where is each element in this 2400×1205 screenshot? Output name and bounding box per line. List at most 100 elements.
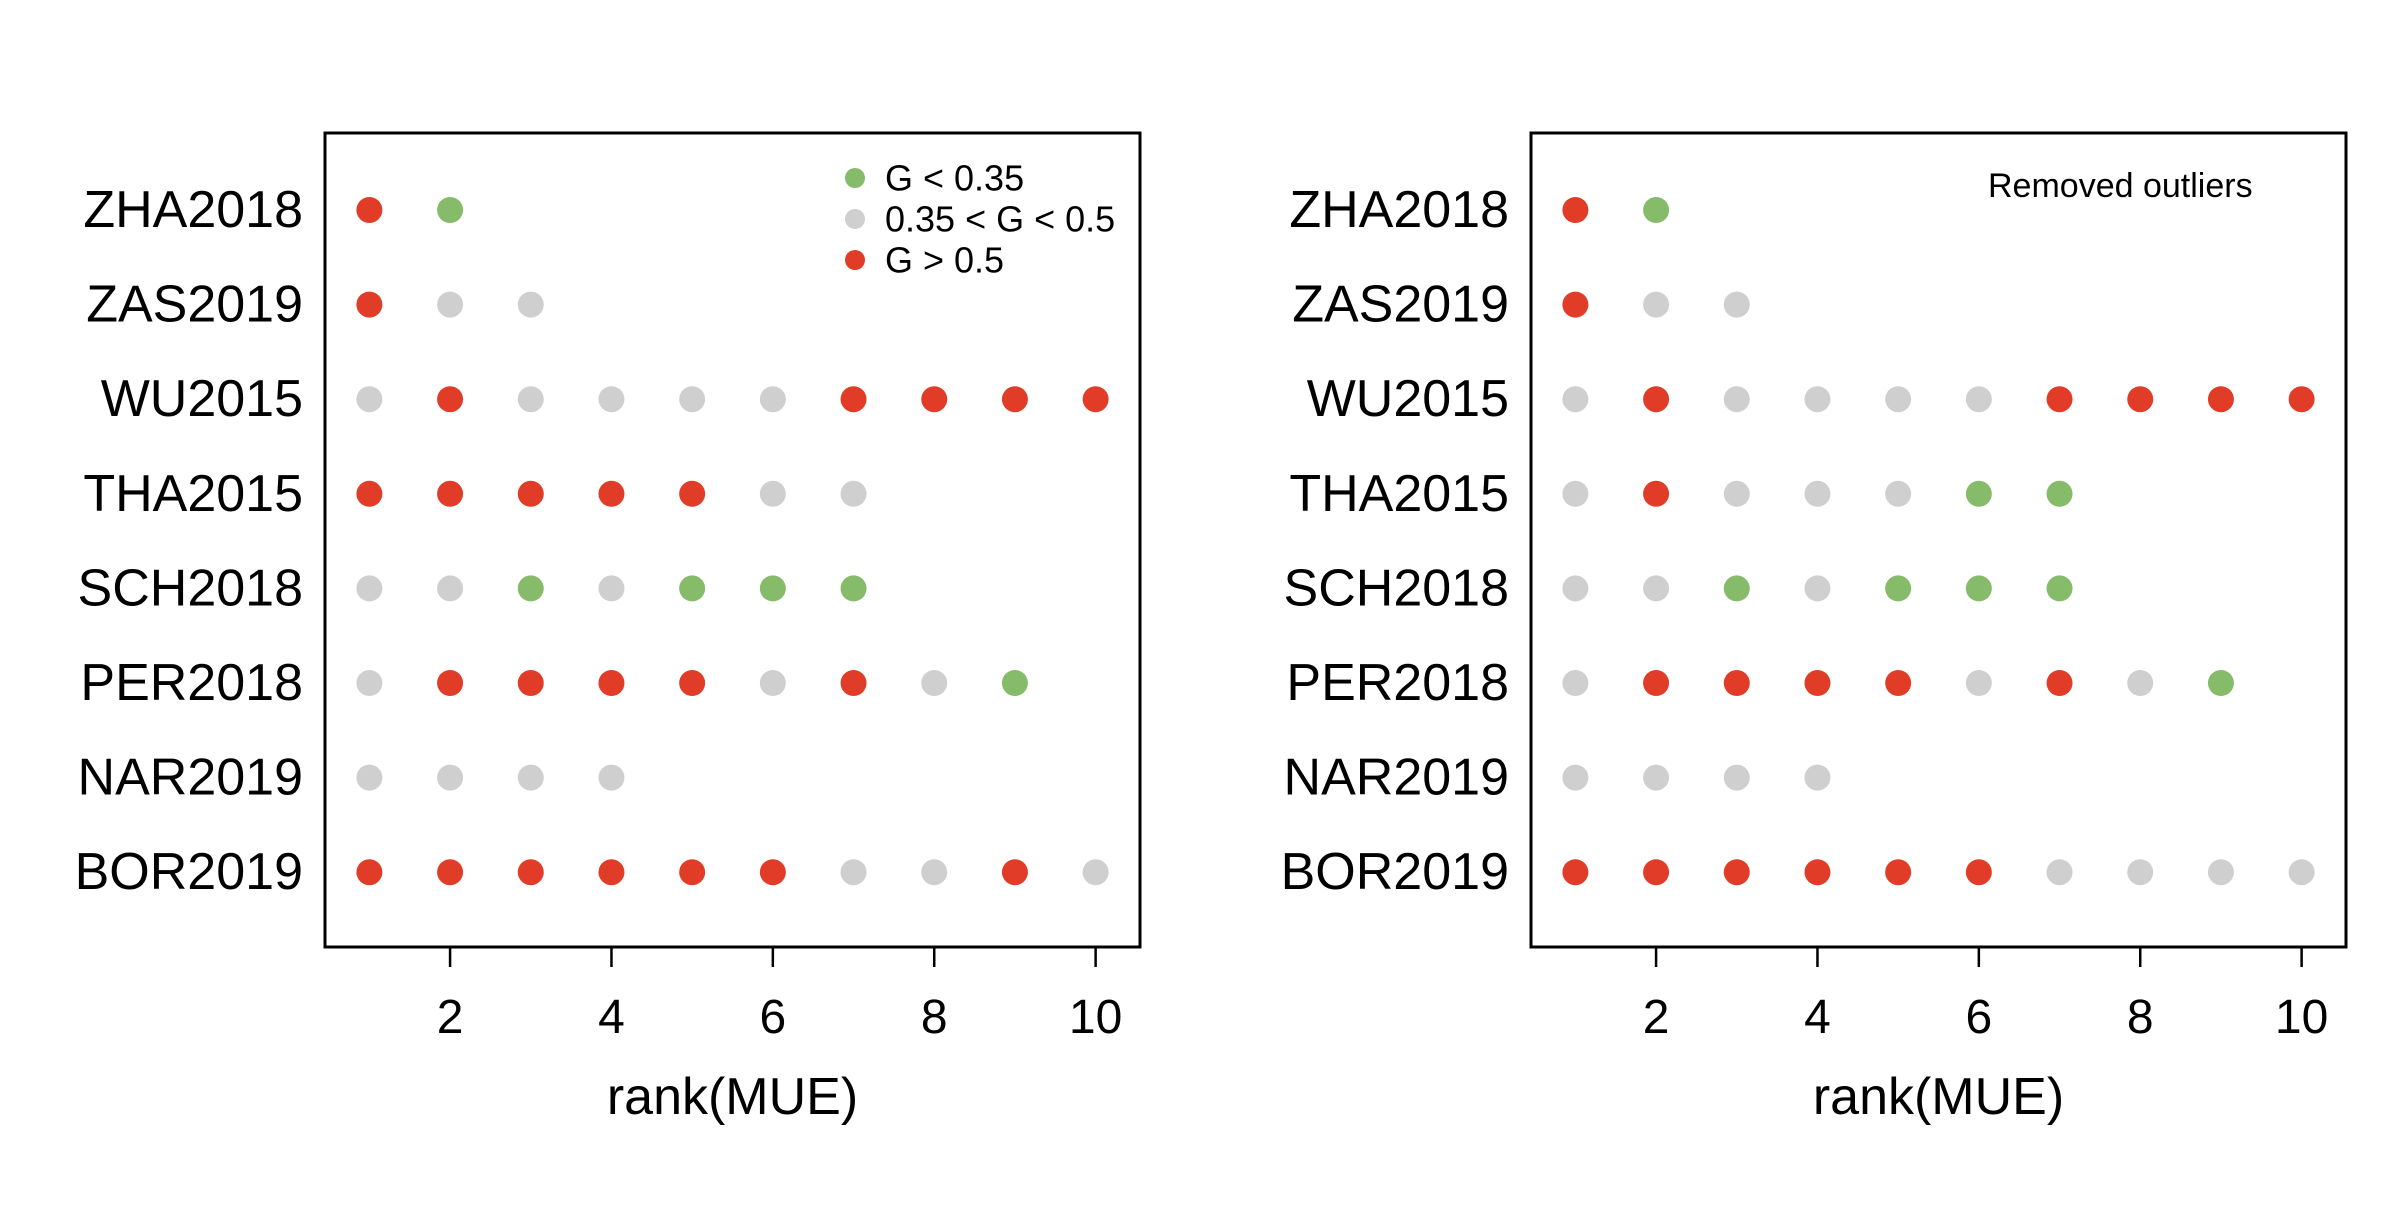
data-point-gray: [1965, 386, 1992, 413]
data-point-gray: [1965, 670, 1992, 696]
data-point-gray: [1723, 480, 1750, 507]
category-label: BOR2019: [75, 843, 303, 901]
data-point-red: [356, 291, 383, 318]
data-point-red: [1804, 859, 1831, 886]
legend-label: G < 0.35: [885, 158, 1024, 199]
plot-frame: [1529, 131, 2348, 949]
category-label: ZHA2018: [83, 181, 303, 239]
panel-1: ZHA2018 ZAS2019 WU2015 THA2015 SCH2018 PER201…: [75, 131, 1142, 1126]
category-label: WU2015: [1307, 370, 1509, 428]
data-point-gray: [1562, 764, 1589, 791]
data-point-red: [517, 859, 544, 886]
data-point-gray: [1804, 480, 1831, 507]
data-point-red: [1965, 859, 1992, 886]
data-point-red: [1562, 197, 1589, 223]
legend: G < 0.350.35 < G < 0.5G > 0.5: [845, 158, 1115, 281]
data-point-green: [759, 575, 786, 602]
category-label: ZAS2019: [86, 276, 303, 334]
data-point-red: [517, 480, 544, 507]
data-point-gray: [840, 480, 867, 507]
category-label: SCH2018: [1284, 559, 1509, 617]
data-point-red: [1562, 291, 1589, 318]
data-point-red: [840, 386, 867, 413]
data-point-red: [921, 386, 948, 413]
data-point-red: [2046, 386, 2073, 413]
category-label: BOR2019: [1281, 843, 1509, 901]
data-point-gray: [2127, 670, 2154, 696]
category-label: THA2015: [1289, 465, 1509, 523]
x-tick-label: 8: [921, 991, 948, 1044]
data-point-gray: [437, 291, 464, 318]
data-point-gray: [1643, 575, 1670, 602]
x-tick-label: 10: [1069, 991, 1122, 1044]
data-point-red: [1723, 859, 1750, 886]
data-point-red: [598, 859, 625, 886]
data-point-red: [437, 859, 464, 886]
data-point-red: [840, 670, 867, 696]
data-point-gray: [1885, 386, 1912, 413]
data-point-gray: [1082, 859, 1109, 886]
x-tick-label: 6: [759, 991, 786, 1044]
legend-label: G > 0.5: [885, 240, 1004, 281]
data-point-gray: [921, 859, 948, 886]
data-point-gray: [1562, 386, 1589, 413]
data-point-green: [679, 575, 706, 602]
data-point-gray: [598, 386, 625, 413]
data-point-gray: [759, 386, 786, 413]
data-point-red: [1001, 859, 1028, 886]
data-point-gray: [598, 575, 625, 602]
data-point-gray: [356, 670, 383, 696]
category-label: SCH2018: [78, 559, 303, 617]
legend-swatch-gray: [845, 209, 865, 229]
data-point-green: [2046, 480, 2073, 507]
data-point-gray: [1723, 291, 1750, 318]
data-point-red: [1001, 386, 1028, 413]
data-point-green: [1723, 575, 1750, 602]
data-point-red: [1643, 859, 1670, 886]
category-label: NAR2019: [78, 749, 303, 807]
data-point-red: [598, 670, 625, 696]
x-tick-label: 10: [2275, 991, 2328, 1044]
x-tick-label: 2: [1643, 991, 1670, 1044]
x-tick-label: 6: [1965, 991, 1992, 1044]
data-point-red: [517, 670, 544, 696]
data-point-gray: [517, 291, 544, 318]
category-label: PER2018: [1286, 654, 1509, 712]
data-point-red: [759, 859, 786, 886]
data-point-red: [437, 670, 464, 696]
data-point-red: [598, 480, 625, 507]
x-axis-title: rank(MUE): [607, 1068, 858, 1126]
data-point-red: [1885, 670, 1912, 696]
x-tick-label: 4: [1804, 991, 1831, 1044]
data-point-gray: [356, 764, 383, 791]
plot-frame: [323, 131, 1142, 949]
data-point-gray: [1643, 764, 1670, 791]
data-point-gray: [2046, 859, 2073, 886]
data-point-red: [356, 480, 383, 507]
data-point-red: [2207, 386, 2234, 413]
data-point-gray: [1723, 764, 1750, 791]
data-point-gray: [759, 480, 786, 507]
legend-swatch-green: [845, 168, 865, 188]
x-tick-label: 8: [2127, 991, 2154, 1044]
data-point-red: [437, 386, 464, 413]
panel-annotation: Removed outliers: [1988, 167, 2253, 205]
data-point-gray: [517, 386, 544, 413]
data-point-green: [1643, 197, 1670, 223]
data-point-gray: [2288, 859, 2315, 886]
data-point-gray: [2127, 859, 2154, 886]
data-point-red: [356, 859, 383, 886]
data-point-green: [1965, 575, 1992, 602]
data-point-red: [1804, 670, 1831, 696]
data-point-gray: [1804, 386, 1831, 413]
legend-label: 0.35 < G < 0.5: [885, 199, 1115, 240]
data-point-gray: [679, 386, 706, 413]
data-point-red: [437, 480, 464, 507]
data-point-gray: [1804, 575, 1831, 602]
data-point-gray: [356, 575, 383, 602]
data-point-red: [679, 670, 706, 696]
data-point-red: [356, 197, 383, 223]
data-point-gray: [1885, 480, 1912, 507]
data-point-green: [2046, 575, 2073, 602]
